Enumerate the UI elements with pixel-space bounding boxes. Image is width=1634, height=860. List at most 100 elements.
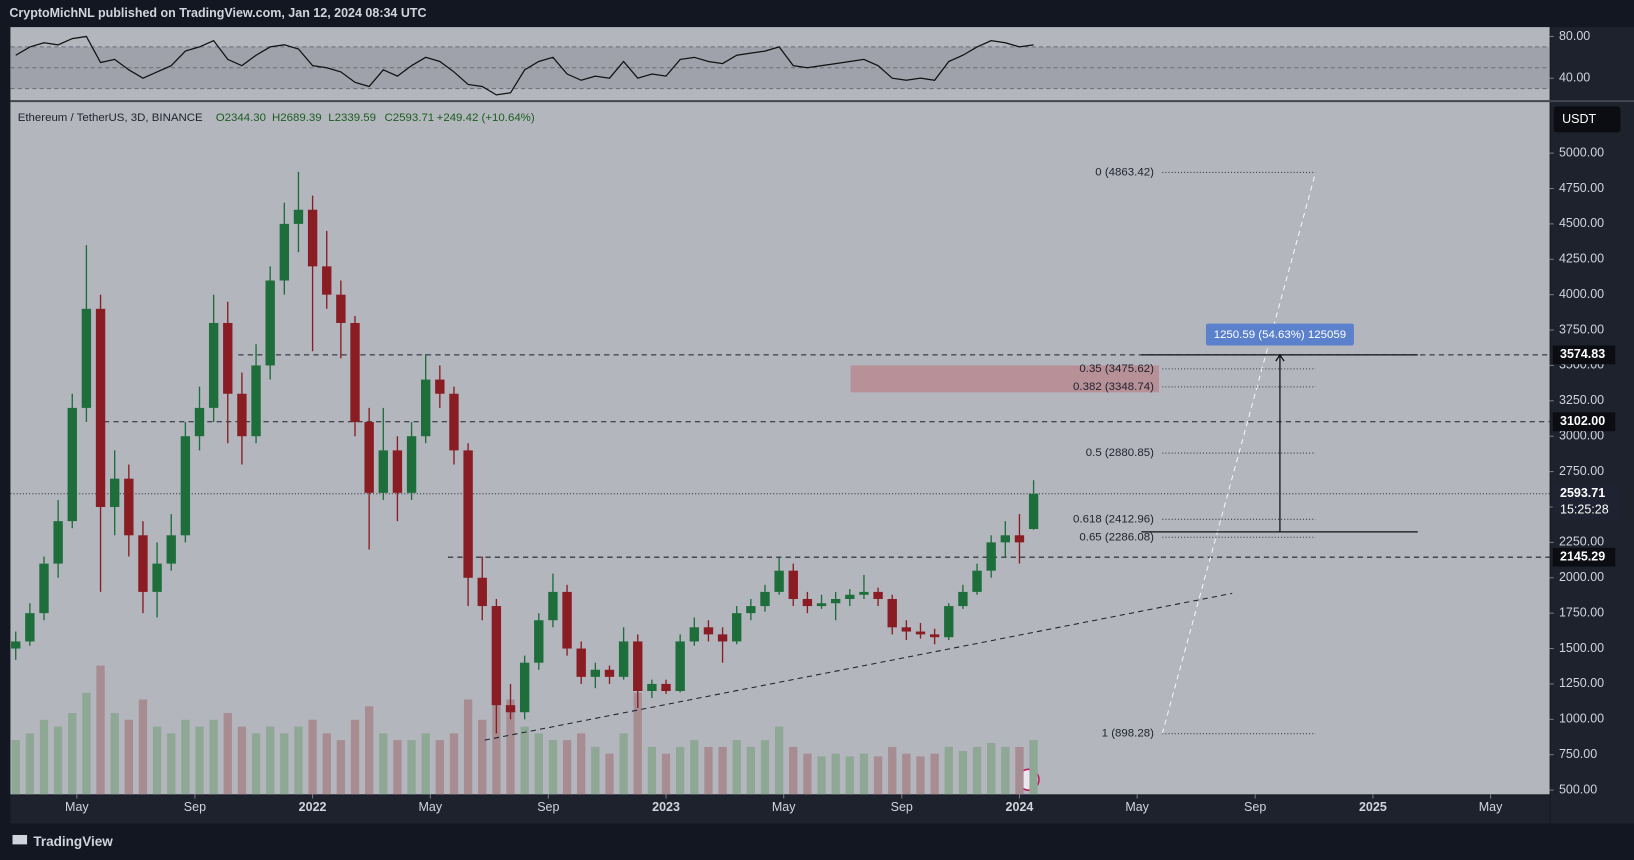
trendline	[484, 592, 1233, 741]
candle-body	[590, 669, 601, 677]
volume-bar	[110, 713, 119, 795]
y-tick-label: 2000.00	[1559, 570, 1604, 584]
volume-bar	[944, 746, 953, 795]
volume-bar	[633, 692, 642, 795]
volume-bar	[831, 753, 840, 795]
candle-body	[435, 379, 445, 394]
fib-label: 0.5 (2880.85)	[1086, 447, 1154, 459]
candle-body	[392, 450, 403, 493]
volume-bar	[902, 753, 911, 795]
fib-label: 1 (898.28)	[1102, 728, 1154, 740]
volume-bar	[647, 746, 657, 795]
logo-icon	[12, 834, 28, 845]
fib-label: 0.65 (2286.08)	[1079, 531, 1154, 543]
candle-body	[152, 563, 162, 592]
y-tick-label: 3250.00	[1559, 393, 1604, 407]
candle-body	[251, 365, 261, 437]
measure-arrowhead	[1275, 353, 1285, 362]
fib-label: 0.618 (2412.96)	[1073, 513, 1154, 525]
x-tick-label: May	[65, 800, 89, 814]
y-tick-label: 3000.00	[1559, 429, 1604, 443]
volume-bar	[520, 726, 529, 795]
volume-bar	[379, 733, 388, 795]
volume-bar	[407, 740, 416, 795]
currency[interactable]: USDT	[1562, 112, 1596, 126]
volume-bar	[548, 740, 558, 795]
candle-body	[166, 535, 176, 564]
candle-body	[534, 620, 544, 663]
level-box	[1552, 345, 1616, 365]
candle-body	[845, 594, 855, 599]
volume-bar	[803, 753, 812, 795]
volume-bar	[39, 719, 49, 795]
volume-bar	[916, 756, 925, 795]
plot-area	[10, 27, 1550, 795]
candle-body	[109, 478, 120, 507]
volume-bar	[661, 753, 671, 795]
symbol: Ethereum / TetherUS, 3D, BINANCE	[18, 112, 203, 124]
fib-label: 0.382 (3348.74)	[1073, 381, 1154, 393]
volume-bar	[845, 756, 854, 795]
volume-bar	[972, 746, 982, 795]
candle-body	[421, 379, 431, 437]
volume-bar	[506, 699, 515, 795]
ohlc-label: O2344.30	[216, 112, 266, 124]
supply-zone	[850, 365, 1160, 393]
candle-body	[576, 648, 586, 677]
volume-bar	[421, 733, 430, 795]
y-tick-label: 500.00	[1559, 782, 1597, 796]
volume-bar	[308, 719, 317, 795]
candle-body	[138, 535, 148, 592]
candle-body	[633, 641, 643, 691]
candle-body	[661, 683, 671, 691]
y-tick-label: 4500.00	[1559, 216, 1604, 230]
x-tick-label: May	[418, 800, 442, 814]
volume-bar	[82, 692, 91, 795]
candle-body	[972, 570, 982, 592]
y-tick-label: 1250.00	[1559, 676, 1604, 690]
candle-body	[237, 393, 247, 437]
candle-body	[491, 606, 502, 706]
x-tick-label: 2023	[652, 800, 680, 814]
volume-bar	[577, 733, 586, 795]
candle-body	[830, 598, 841, 604]
candle-body	[788, 570, 798, 599]
candle-body	[449, 393, 459, 451]
volume-bar	[336, 740, 346, 795]
x-tick-label: Sep	[891, 800, 913, 814]
volume-bar	[322, 733, 331, 795]
volume-bar	[534, 733, 543, 795]
x-tick-label: May	[1125, 800, 1149, 814]
volume-bar	[704, 746, 713, 795]
currency-box[interactable]	[1553, 106, 1621, 133]
level-label: 3574.83	[1560, 347, 1605, 361]
volume-bar	[562, 740, 572, 795]
candle-body	[279, 223, 290, 281]
candle-body	[81, 308, 92, 408]
candle-body	[901, 627, 912, 632]
countdown: 15:25:28	[1560, 503, 1609, 517]
level-box	[1552, 547, 1616, 567]
volume-bar	[732, 740, 741, 795]
candle-body	[929, 634, 940, 638]
candle-body	[336, 294, 346, 323]
candle-body	[944, 606, 954, 638]
volume-bar	[167, 733, 176, 795]
x-tick-label: Sep	[537, 800, 559, 814]
volume-bar	[350, 719, 360, 795]
last-price-label: 2593.71	[1560, 486, 1605, 500]
volume-bar	[888, 746, 897, 795]
candle-body	[774, 570, 784, 592]
x-tick-label: 2024	[1006, 800, 1034, 814]
candle-body	[180, 436, 191, 536]
volume-bar	[1001, 746, 1010, 795]
volume-bar	[859, 753, 869, 795]
y-tick-label: 2250.00	[1559, 535, 1604, 549]
y-tick-label: 3750.00	[1559, 322, 1604, 336]
x-tick-label: May	[772, 800, 796, 814]
x-tick-label: Sep	[1244, 800, 1266, 814]
rsi-line	[15, 35, 1034, 96]
x-tick-label: 2025	[1359, 800, 1387, 814]
volume-bar	[209, 719, 218, 795]
volume-bar	[774, 726, 784, 795]
